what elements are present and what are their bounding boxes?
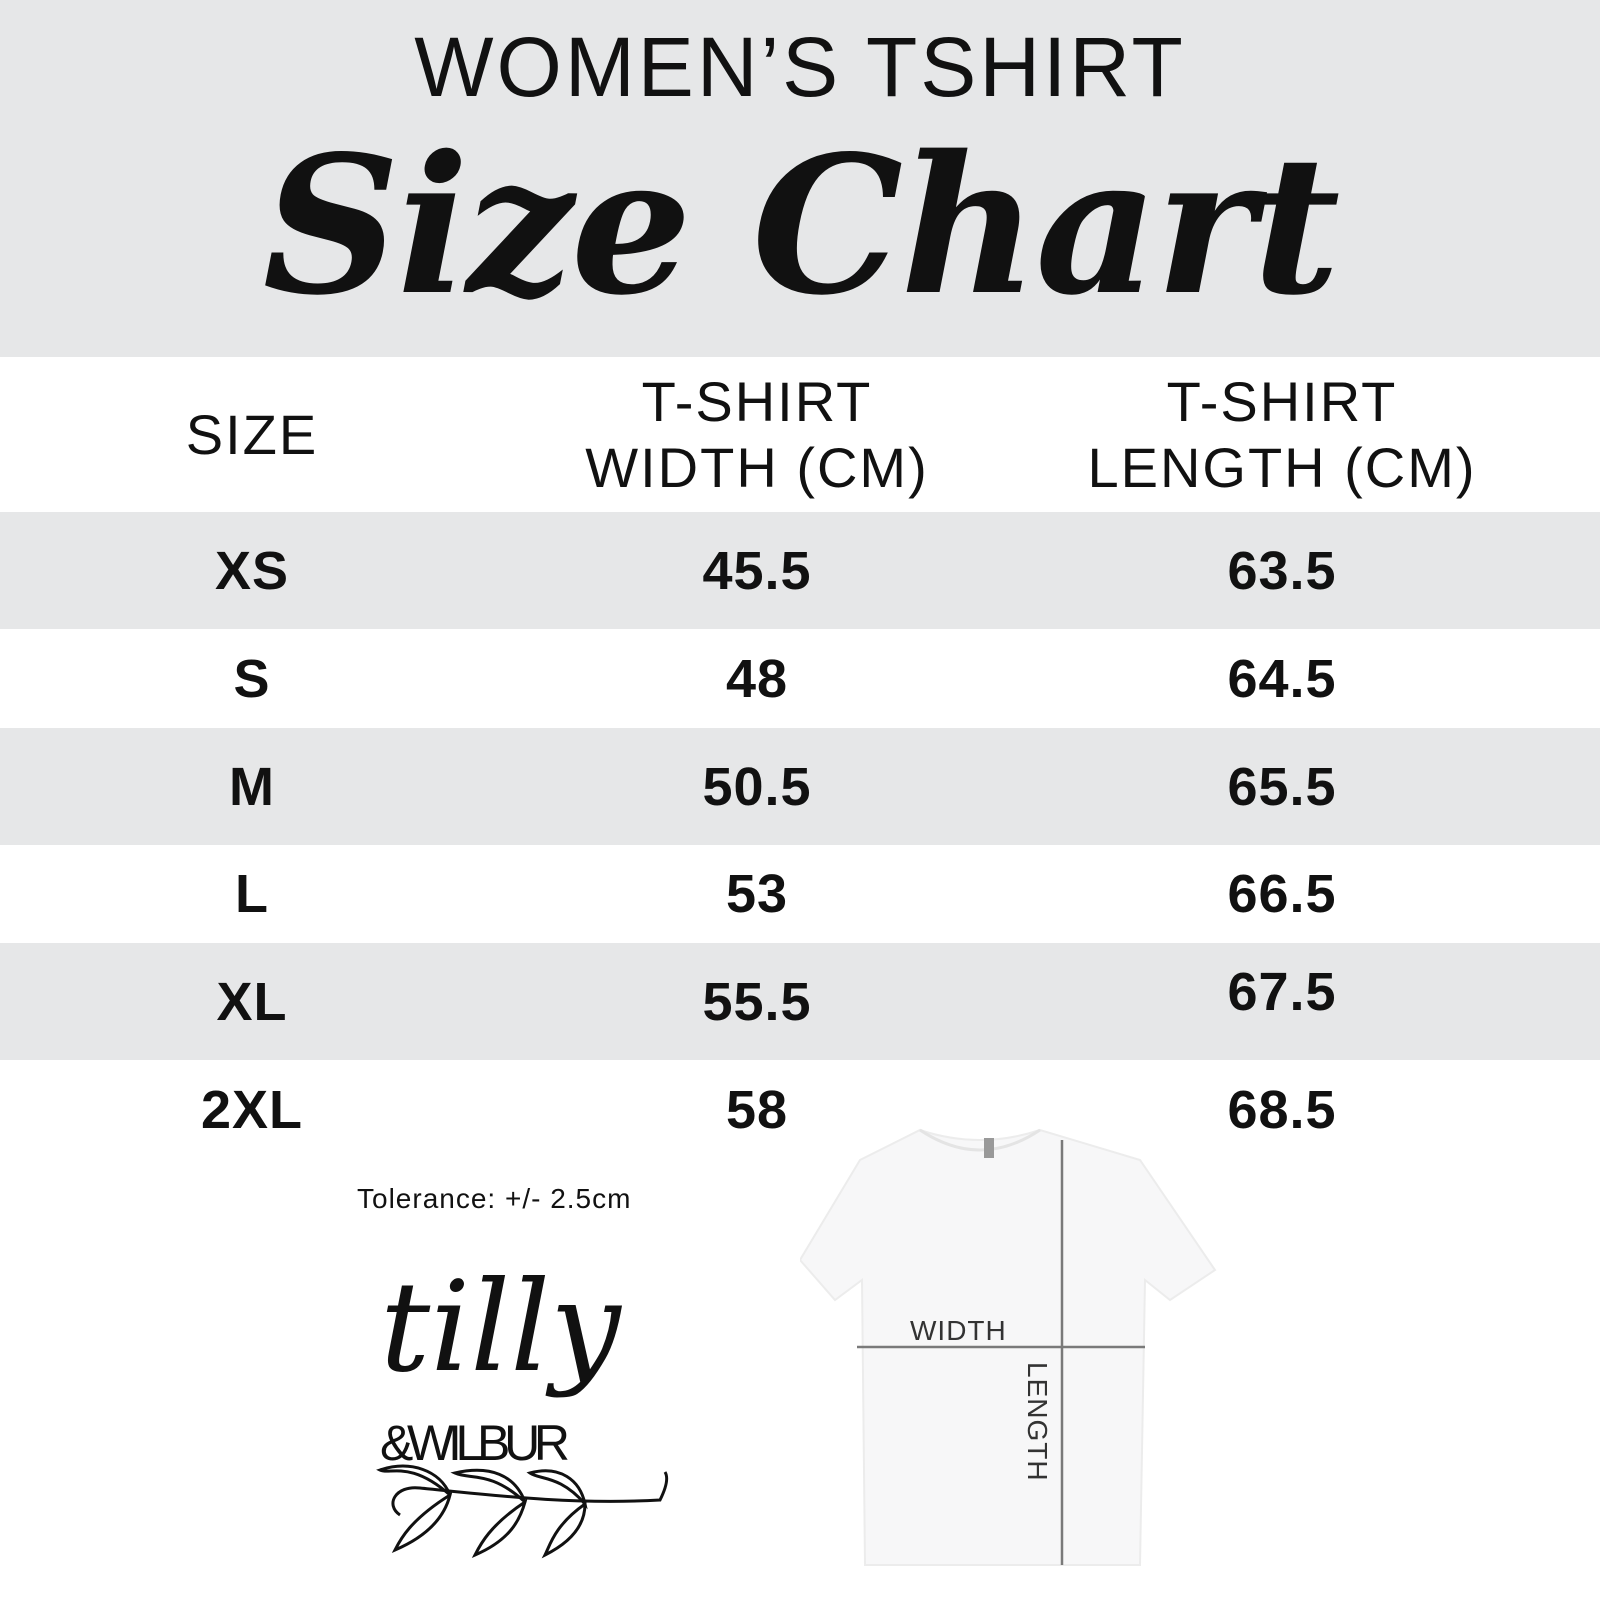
table-row: M 50.5 65.5 [0,728,1600,845]
logo-line2: &WILBUR [380,1415,570,1471]
size-cell: L [235,864,269,924]
subtitle: WOMEN’S TSHIRT [414,20,1186,114]
length-label: LENGTH [1022,1362,1053,1482]
column-header-width-line2: WIDTH (CM) [585,435,929,499]
brand-logo: tilly &WILBUR [376,1255,669,1559]
length-cell: 66.5 [1227,864,1337,924]
leaf-branch-icon [376,1464,669,1559]
table-row: 2XL 58 68.5 [0,1060,1600,1160]
column-header-length: T-SHIRT LENGTH (CM) [1007,357,1557,512]
length-cell: 68.5 [1227,1080,1337,1140]
neck-label [984,1138,994,1158]
size-cell: XS [214,540,290,601]
width-cell: 53 [725,864,789,924]
width-cell: 45.5 [702,540,812,601]
column-header-size: SIZE [185,402,319,466]
width-cell: 48 [725,648,789,709]
length-cell: 67.5 [1227,961,1337,1022]
tolerance-note: Tolerance: +/- 2.5cm [357,1183,632,1214]
column-header-width: T-SHIRT WIDTH (CM) [507,357,1007,512]
table-header: SIZE T-SHIRT WIDTH (CM) T-SHIRT LENGTH (CM… [0,357,1600,512]
column-header-length-line2: LENGTH (CM) [1087,435,1477,499]
logo-line1: tilly [380,1255,622,1400]
width-cell: 58 [725,1080,789,1140]
size-cell: S [233,648,271,709]
size-cell: XL [216,971,288,1032]
width-cell: 55.5 [702,971,812,1032]
header-band: WOMEN’S TSHIRT Size Chart [0,0,1600,357]
table-row: XS 45.5 63.5 [0,512,1600,629]
width-cell: 50.5 [702,756,812,817]
width-label: WIDTH [910,1315,1007,1346]
column-header-width-line1: T-SHIRT [641,369,873,433]
length-cell: 65.5 [1227,756,1337,817]
table-row: S 48 64.5 [0,629,1600,728]
column-header-length-line1: T-SHIRT [1166,369,1398,433]
tshirt-diagram: WIDTH LENGTH [800,1128,1217,1566]
table-row: L 53 66.5 [0,845,1600,943]
page-title: Size Chart [262,114,1341,337]
table-row: XL 55.5 67.5 [0,943,1600,1060]
size-cell: M [229,756,275,817]
length-cell: 63.5 [1227,540,1337,601]
length-cell: 64.5 [1227,648,1337,709]
size-cell: 2XL [200,1080,304,1140]
